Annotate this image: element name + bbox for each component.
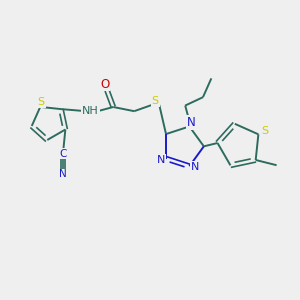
Text: N: N [190, 162, 199, 172]
Text: S: S [38, 97, 45, 107]
Text: N: N [157, 155, 165, 165]
Text: S: S [152, 96, 159, 106]
Text: N: N [59, 169, 67, 179]
Text: O: O [100, 77, 110, 91]
Text: S: S [261, 126, 268, 136]
Text: N: N [187, 116, 196, 129]
Text: NH: NH [82, 106, 99, 116]
Text: C: C [60, 148, 67, 159]
